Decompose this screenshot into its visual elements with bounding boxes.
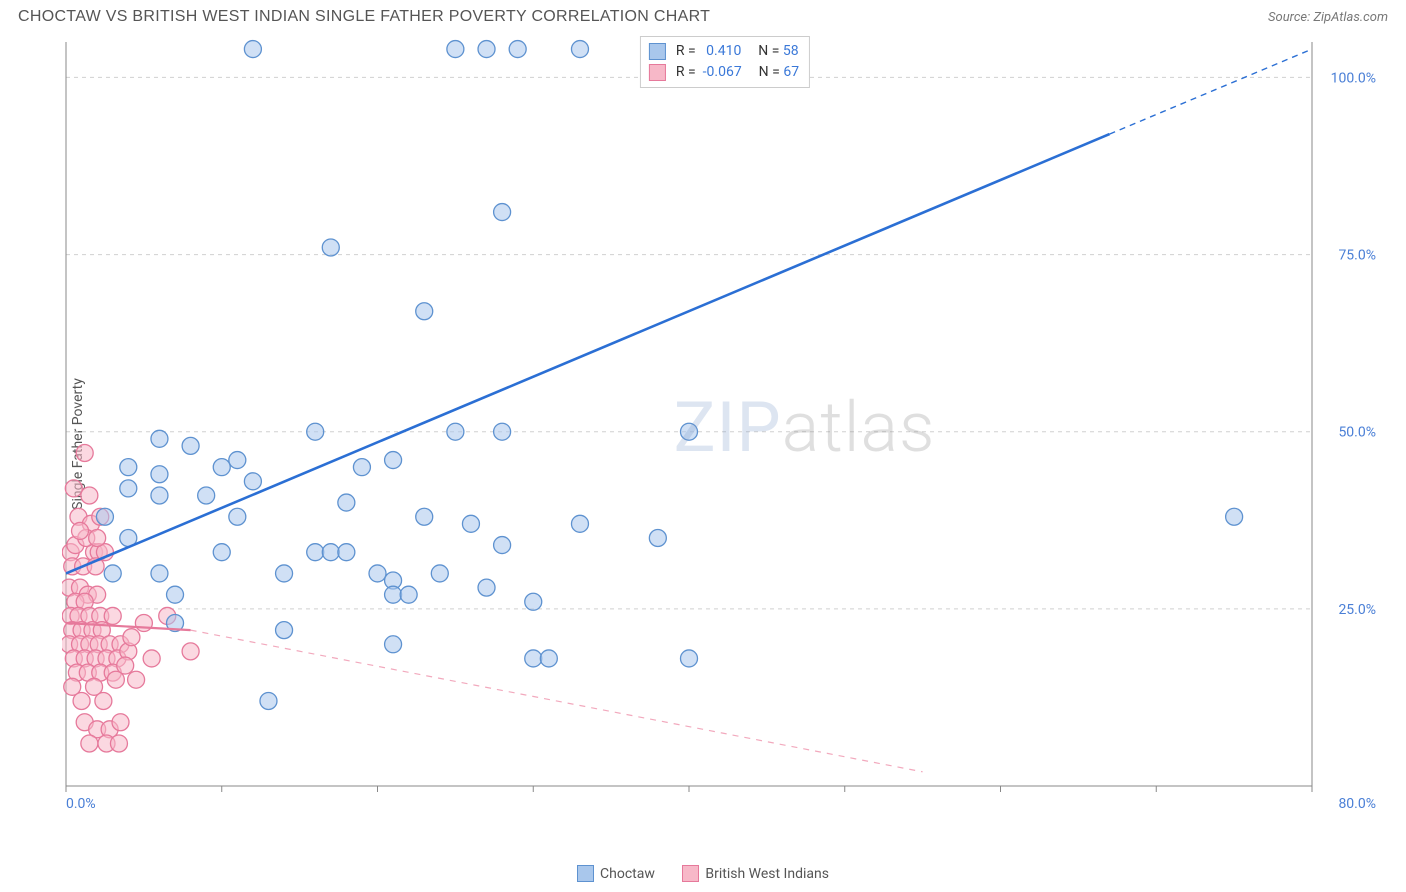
- swatch-pink-icon: [649, 64, 666, 81]
- svg-text:0.0%: 0.0%: [66, 796, 96, 812]
- stats-legend: R = 0.410 N = 58 R = -0.067 N = 67: [640, 36, 810, 88]
- scatter-plot: 25.0% 50.0% 75.0% 100.0% 0.0% 80.0%: [62, 36, 1382, 816]
- legend-item-choctaw: Choctaw: [577, 865, 655, 882]
- svg-text:80.0%: 80.0%: [1338, 796, 1376, 812]
- svg-text:100.0%: 100.0%: [1331, 70, 1376, 86]
- swatch-pink-icon: [682, 865, 699, 882]
- chart-container: Single Father Poverty 25.0%50.0%75.0%100…: [18, 36, 1388, 852]
- swatch-blue-icon: [649, 43, 666, 60]
- svg-text:50.0%: 50.0%: [1338, 425, 1376, 441]
- swatch-blue-icon: [577, 865, 594, 882]
- series-legend: Choctaw British West Indians: [0, 865, 1406, 886]
- legend-item-bwi: British West Indians: [682, 865, 829, 882]
- svg-text:75.0%: 75.0%: [1338, 248, 1376, 264]
- svg-text:25.0%: 25.0%: [1338, 602, 1376, 618]
- page-title: CHOCTAW VS BRITISH WEST INDIAN SINGLE FA…: [18, 8, 710, 26]
- source-credit: Source: ZipAtlas.com: [1268, 10, 1388, 25]
